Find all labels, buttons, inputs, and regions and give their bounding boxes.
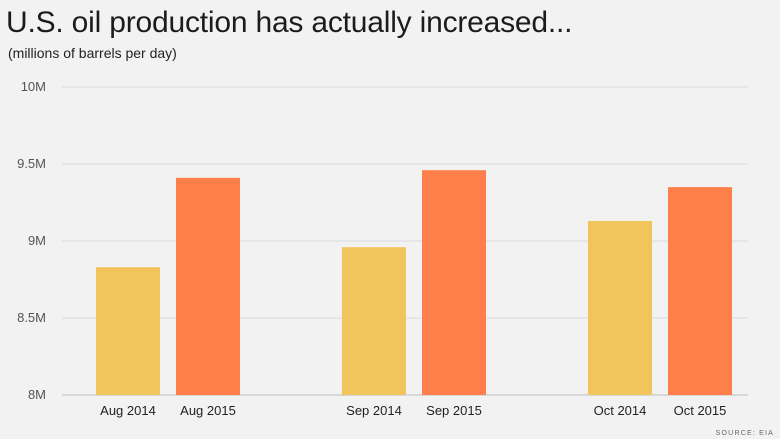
x-tick-label: Oct 2015 (674, 403, 727, 418)
y-tick-label: 9.5M (17, 156, 46, 171)
bar (96, 267, 160, 395)
x-tick-label: Oct 2014 (594, 403, 647, 418)
chart-subtitle: (millions of barrels per day) (8, 45, 177, 61)
x-tick-label: Aug 2015 (180, 403, 236, 418)
source-note: SOURCE: EIA (715, 430, 774, 437)
y-tick-label: 9M (28, 233, 46, 248)
y-tick-label: 8.5M (17, 310, 46, 325)
bar (342, 247, 406, 395)
y-tick-label: 8M (28, 387, 46, 402)
bar (668, 187, 732, 395)
bar (422, 170, 486, 395)
chart-title: U.S. oil production has actually increas… (6, 6, 573, 39)
bar (588, 220, 652, 395)
bar (176, 177, 240, 395)
y-tick-label: 10M (21, 79, 46, 94)
x-tick-label: Sep 2015 (426, 403, 482, 418)
x-tick-label: Aug 2014 (100, 403, 156, 418)
x-tick-label: Sep 2014 (346, 403, 402, 418)
